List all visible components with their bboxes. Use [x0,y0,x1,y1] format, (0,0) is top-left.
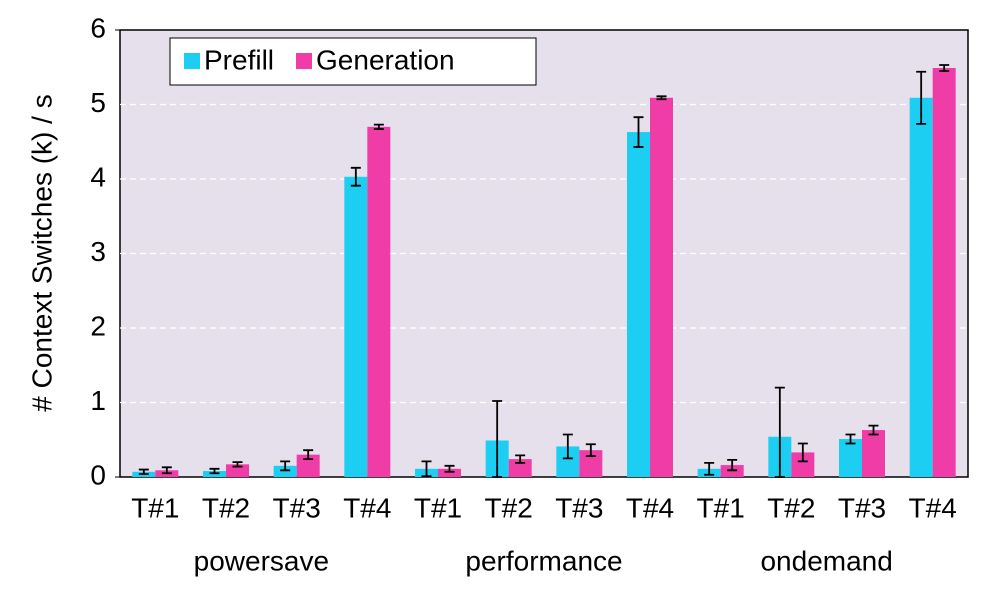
error-bar [633,116,644,148]
x-tick-label: T#1 [697,492,745,523]
bar [650,97,673,478]
error-bar [515,454,526,464]
y-tick-label: 4 [90,161,106,192]
bar [579,450,603,477]
error-bar [916,70,927,125]
legend-label: Generation [316,44,455,75]
error-bar [138,468,149,475]
error-bar [350,166,361,187]
x-tick-label: T#4 [909,492,957,523]
group-label: powersave [194,545,329,576]
x-tick-label: T#1 [414,492,462,523]
error-bar [656,95,667,101]
bar [296,454,320,477]
bar [932,67,956,478]
legend-swatch [296,53,313,69]
x-tick-label: T#4 [343,492,391,523]
x-tick-label: T#2 [767,492,815,523]
x-tick-label: T#3 [273,492,321,523]
bar [508,459,532,477]
error-bar [939,64,950,72]
y-tick-label: 3 [90,236,106,267]
x-tick-label: T#2 [202,492,250,523]
error-bar [585,443,596,458]
bar [556,446,580,477]
group-label: performance [465,545,622,576]
error-bar [373,123,384,130]
x-tick-label: T#1 [131,492,179,523]
error-bar [444,464,455,473]
x-tick-label: T#3 [838,492,886,523]
error-bar [421,460,432,478]
error-bar [209,467,220,475]
error-bar [727,458,738,472]
error-bar [562,433,573,460]
bar [862,430,885,477]
error-bar [161,466,172,475]
legend-swatch [184,53,200,69]
bar [839,439,862,477]
bar [438,468,461,477]
error-bar [280,460,291,472]
group-label: ondemand [760,545,892,576]
bar [344,176,368,477]
legend-box [169,37,537,86]
x-tick-label: T#2 [485,492,533,523]
bar [367,126,391,477]
error-bar [492,400,503,478]
error-bar [232,461,243,468]
bar [273,465,297,477]
bar [791,452,815,477]
error-bar [845,433,856,445]
legend-label: Prefill [204,44,274,75]
y-tick-label: 6 [90,12,106,43]
y-tick-label: 0 [90,459,106,490]
bar [909,97,933,478]
error-bar [704,461,715,476]
y-axis-label: # Context Switches (k) / s [26,94,57,411]
x-tick-label: T#3 [555,492,603,523]
y-tick-label: 1 [90,385,106,416]
bar [226,464,249,477]
x-tick-label: T#4 [626,492,674,523]
y-tick-label: 2 [90,310,106,341]
error-bar [868,424,879,436]
error-bar [303,449,314,461]
error-bar [774,386,785,478]
error-bar [797,442,808,463]
y-tick-label: 5 [90,87,106,118]
bar [627,132,650,477]
